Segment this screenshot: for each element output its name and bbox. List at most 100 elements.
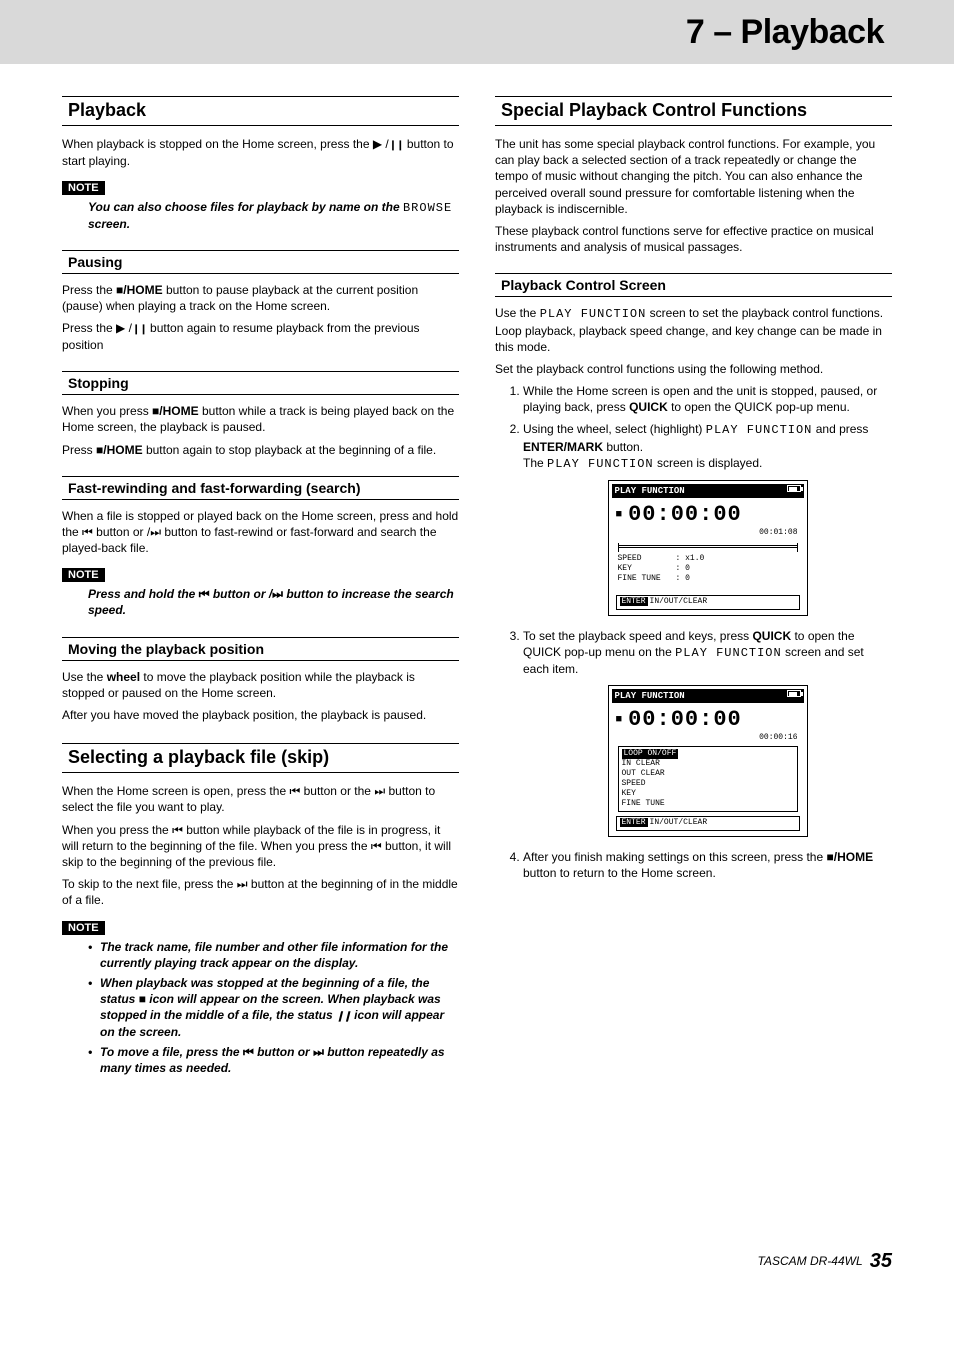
menu-item: LOOP ON/OFF	[622, 749, 679, 759]
text: To skip to the next file, press the	[62, 877, 237, 891]
text: After you finish making settings on this…	[523, 850, 826, 864]
step-item: To set the playback speed and keys, pres…	[523, 628, 892, 837]
lcd-time: 00:00:00	[628, 705, 742, 735]
heading-move: Moving the playback position	[62, 637, 459, 661]
text: button or /	[210, 587, 273, 601]
text: When you press the	[62, 823, 172, 837]
next-icon	[313, 1045, 324, 1059]
lcd-title: PLAY FUNCTION	[615, 485, 685, 497]
text: Press and hold the	[88, 587, 199, 601]
text: button or /	[93, 525, 150, 539]
text: The	[523, 456, 547, 470]
para: Press the /HOME button to pause playback…	[62, 282, 459, 314]
text: screen.	[88, 217, 130, 231]
text: button again to stop playback at the beg…	[143, 443, 437, 457]
heading-skip: Selecting a playback file (skip)	[62, 743, 459, 773]
text: button or	[254, 1045, 313, 1059]
prev-icon	[243, 1045, 254, 1059]
text: Using the wheel, select (highlight)	[523, 422, 706, 436]
text: screen is displayed.	[654, 456, 763, 470]
note-item: To move a file, press the button or butt…	[88, 1044, 459, 1076]
text: QUICK	[752, 629, 791, 643]
pause-icon	[132, 321, 147, 335]
lcd-footer: ENTERIN/OUT/CLEAR	[616, 595, 800, 610]
para: Press the / button again to resume playb…	[62, 320, 459, 353]
para: These playback control functions serve f…	[495, 223, 892, 255]
text: 0	[685, 574, 690, 584]
text: To set the playback speed and keys, pres…	[523, 629, 752, 643]
pause-icon	[336, 1008, 351, 1022]
heading-pcs: Playback Control Screen	[495, 273, 892, 297]
menu-item: SPEED	[622, 779, 794, 789]
text: /HOME	[103, 443, 142, 457]
left-column: Playback When playback is stopped on the…	[62, 96, 459, 1080]
menu-item: FINE TUNE	[622, 799, 794, 809]
next-icon	[237, 877, 248, 891]
para: Press /HOME button again to stop playbac…	[62, 442, 459, 458]
heading-stopping: Stopping	[62, 371, 459, 395]
text: /HOME	[834, 850, 873, 864]
text: IN/OUT/CLEAR	[650, 818, 708, 827]
prev-icon	[172, 823, 183, 837]
mono-text: PLAY FUNCTION	[706, 423, 813, 437]
next-icon	[374, 784, 385, 798]
lcd-footer: ENTERIN/OUT/CLEAR	[616, 816, 800, 831]
step-item: While the Home screen is open and the un…	[523, 383, 892, 415]
battery-icon	[787, 485, 801, 492]
para: When playback is stopped on the Home scr…	[62, 136, 459, 169]
text: Press the	[62, 283, 116, 297]
text: Use the	[495, 306, 540, 320]
heading-pausing: Pausing	[62, 250, 459, 274]
text: To move a file, press the	[100, 1045, 243, 1059]
note-text: Press and hold the button or / button to…	[88, 586, 459, 618]
text: 0	[685, 564, 690, 574]
para: When you press the button while playback…	[62, 822, 459, 871]
pause-icon	[389, 137, 404, 151]
text: button to return to the Home screen.	[523, 866, 716, 880]
menu-item: IN CLEAR	[622, 759, 794, 769]
text: button.	[603, 440, 643, 454]
page-footer: TASCAM DR-44WL 35	[0, 1250, 954, 1293]
next-icon	[272, 587, 283, 601]
text: When you press	[62, 404, 152, 418]
step-item: After you finish making settings on this…	[523, 849, 892, 881]
step-item: Using the wheel, select (highlight) PLAY…	[523, 421, 892, 615]
para: To skip to the next file, press the butt…	[62, 876, 459, 908]
text: x1.0	[685, 554, 704, 564]
para: Use the wheel to move the playback posit…	[62, 669, 459, 701]
note-label: NOTE	[62, 181, 105, 195]
text: When the Home screen is open, press the	[62, 784, 289, 798]
menu-item: OUT CLEAR	[622, 769, 794, 779]
prev-icon	[199, 587, 210, 601]
battery-icon	[787, 690, 801, 697]
para: After you have moved the playback positi…	[62, 707, 459, 723]
note-list: The track name, file number and other fi…	[88, 939, 459, 1077]
mono-text: PLAY FUNCTION	[547, 457, 654, 471]
para: The unit has some special playback contr…	[495, 136, 892, 217]
lcd-screenshot-1: PLAY FUNCTION 00:00:00 00:01:08 SPEED: x…	[608, 480, 808, 616]
prev-icon	[371, 839, 382, 853]
lcd-time: 00:00:00	[628, 500, 742, 530]
para: When the Home screen is open, press the …	[62, 783, 459, 815]
menu-item: KEY	[622, 789, 794, 799]
text: SPEED	[618, 554, 676, 564]
mono-text: PLAY FUNCTION	[675, 646, 782, 660]
text: When playback is stopped on the Home scr…	[62, 137, 373, 151]
heading-special: Special Playback Control Functions	[495, 96, 892, 126]
para: Set the playback control functions using…	[495, 361, 892, 377]
text: wheel	[107, 670, 140, 684]
play-icon	[373, 137, 382, 151]
stop-icon	[616, 713, 623, 728]
chapter-header: 7 – Playback	[0, 0, 954, 64]
para: When a file is stopped or played back on…	[62, 508, 459, 557]
text: Press	[62, 443, 96, 457]
note-label: NOTE	[62, 568, 105, 582]
text: You can also choose files for playback b…	[88, 200, 403, 214]
lcd-progress	[618, 545, 798, 548]
text: Use the	[62, 670, 107, 684]
note-label: NOTE	[62, 921, 105, 935]
text: ENTER/MARK	[523, 440, 603, 454]
stop-icon	[826, 850, 833, 864]
prev-icon	[82, 525, 93, 539]
note-item: The track name, file number and other fi…	[88, 939, 459, 971]
